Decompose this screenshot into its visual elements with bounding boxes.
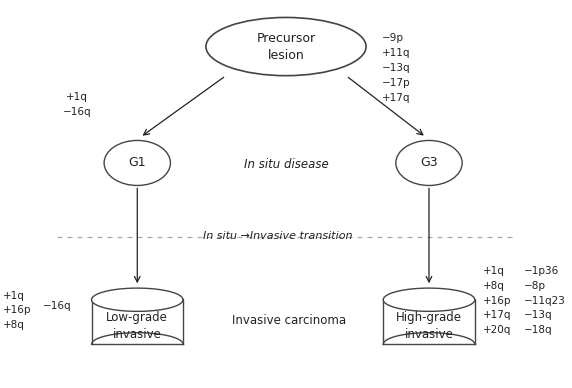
Text: +1q
−16q: +1q −16q — [63, 92, 92, 117]
Ellipse shape — [92, 288, 183, 311]
Text: Low-grade
invasive: Low-grade invasive — [106, 311, 168, 341]
Circle shape — [396, 140, 462, 185]
Text: G3: G3 — [420, 156, 438, 170]
Bar — [383, 300, 475, 345]
Circle shape — [104, 140, 170, 185]
Text: +1q
+8q
+16p
+17q
+20q: +1q +8q +16p +17q +20q — [483, 266, 512, 335]
Text: +1q
+16p
+8q: +1q +16p +8q — [3, 291, 31, 330]
Text: In situ disease: In situ disease — [244, 158, 328, 171]
Bar — [92, 300, 183, 345]
Text: Invasive carcinoma: Invasive carcinoma — [232, 314, 346, 327]
Text: Precursor
lesion: Precursor lesion — [256, 31, 316, 62]
Text: −16q: −16q — [43, 301, 72, 311]
Text: −9p
+11q
−13q
−17p
+17q: −9p +11q −13q −17p +17q — [382, 33, 411, 102]
Ellipse shape — [383, 288, 475, 311]
Text: −1p36
−8p
−11q23
−13q
−18q: −1p36 −8p −11q23 −13q −18q — [523, 266, 565, 335]
Ellipse shape — [206, 17, 366, 76]
Text: In situ →Invasive transition: In situ →Invasive transition — [203, 230, 352, 241]
Text: G1: G1 — [129, 156, 146, 170]
Text: High-grade
invasive: High-grade invasive — [396, 311, 462, 341]
